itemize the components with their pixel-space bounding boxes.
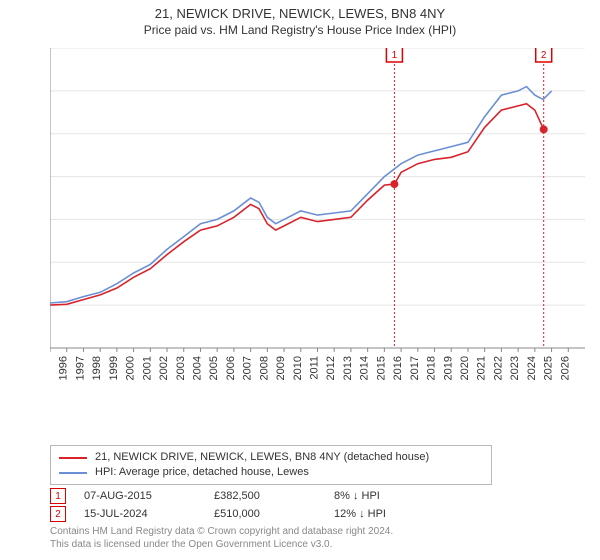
x-tick-label: 2007 [242,356,254,380]
sale-marker-num: 1 [392,50,398,61]
sale-row-marker: 1 [50,488,66,504]
footer-line1: Contains HM Land Registry data © Crown c… [50,525,393,538]
titles: 21, NEWICK DRIVE, NEWICK, LEWES, BN8 4NY… [0,0,600,37]
x-tick-label: 2009 [275,356,287,380]
x-tick-label: 2015 [375,356,387,380]
sale-price: £510,000 [214,508,334,520]
sale-diff: 12% ↓ HPI [334,508,444,520]
x-tick-label: 1995 [50,356,53,380]
chart-container: 21, NEWICK DRIVE, NEWICK, LEWES, BN8 4NY… [0,0,600,560]
x-tick-label: 1997 [74,356,86,380]
series-hpi [50,87,552,303]
legend-swatch [59,472,87,474]
x-tick-label: 2020 [459,356,471,380]
x-tick-label: 2005 [208,356,220,380]
x-tick-label: 2001 [141,356,153,380]
legend-row: 21, NEWICK DRIVE, NEWICK, LEWES, BN8 4NY… [59,450,483,465]
sale-price: £382,500 [214,490,334,502]
chart-area: £0£100K£200K£300K£400K£500K£600K£700K 19… [50,48,585,398]
legend-box: 21, NEWICK DRIVE, NEWICK, LEWES, BN8 4NY… [50,445,492,485]
x-tick-label: 2016 [392,356,404,380]
legend-swatch [59,457,87,459]
legend-label: 21, NEWICK DRIVE, NEWICK, LEWES, BN8 4NY… [95,450,429,465]
x-tick-label: 1996 [58,356,70,380]
address-title: 21, NEWICK DRIVE, NEWICK, LEWES, BN8 4NY [0,6,600,21]
sale-diff: 8% ↓ HPI [334,490,444,502]
x-tick-label: 2002 [158,356,170,380]
x-tick-label: 2008 [258,356,270,380]
legend-row: HPI: Average price, detached house, Lewe… [59,465,483,480]
sale-marker-num: 2 [541,50,547,61]
sale-point [540,125,548,133]
sales-rows: 1 07-AUG-2015£382,5008% ↓ HPI 2 15-JUL-2024… [50,486,585,522]
chart-svg: £0£100K£200K£300K£400K£500K£600K£700K 19… [50,48,585,398]
x-tick-label: 2010 [292,356,304,380]
x-tick-label: 2014 [359,356,371,380]
x-tick-label: 2000 [125,356,137,380]
x-tick-label: 2024 [526,356,538,380]
sale-point [390,180,398,188]
subtitle: Price paid vs. HM Land Registry's House … [0,23,600,37]
footer-line2: This data is licensed under the Open Gov… [50,538,393,551]
x-tick-label: 2023 [509,356,521,380]
sale-row-marker: 2 [50,506,66,522]
x-tick-label: 2011 [309,356,321,380]
footer: Contains HM Land Registry data © Crown c… [50,525,393,551]
x-tick-label: 2026 [559,356,571,380]
x-tick-label: 2021 [476,356,488,380]
x-tick-label: 2004 [191,356,203,380]
x-tick-label: 2022 [492,356,504,380]
x-tick-label: 2017 [409,356,421,380]
x-tick-label: 1999 [108,356,120,380]
x-tick-label: 2025 [543,356,555,380]
x-tick-label: 2003 [175,356,187,380]
x-tick-label: 2018 [426,356,438,380]
sale-row: 2 15-JUL-2024£510,00012% ↓ HPI [50,506,585,522]
x-tick-label: 2019 [442,356,454,380]
legend-label: HPI: Average price, detached house, Lewe… [95,465,309,480]
x-tick-label: 2012 [325,356,337,380]
sale-row: 1 07-AUG-2015£382,5008% ↓ HPI [50,488,585,504]
x-tick-label: 2013 [342,356,354,380]
sale-date: 15-JUL-2024 [84,508,214,520]
sale-date: 07-AUG-2015 [84,490,214,502]
x-tick-label: 2006 [225,356,237,380]
x-tick-label: 1998 [91,356,103,380]
